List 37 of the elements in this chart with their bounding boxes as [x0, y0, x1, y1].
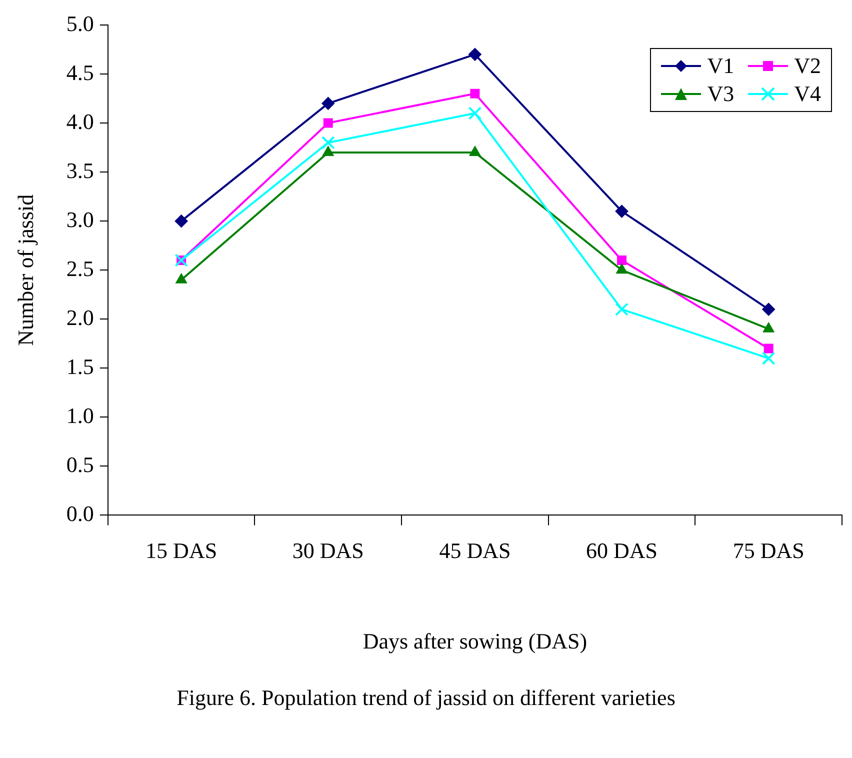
x-tick-label: 15 DAS — [146, 538, 218, 564]
caption: Figure 6. Population trend of jassid on different varieties — [176, 685, 676, 711]
point — [764, 344, 774, 354]
point — [762, 302, 776, 316]
point — [468, 48, 482, 61]
legend-label: V1 — [707, 53, 734, 79]
legend-label: V4 — [794, 81, 821, 107]
y-tick-label: 1.0 — [66, 402, 94, 428]
point — [617, 256, 627, 266]
y-axis-title: Number of jassid — [12, 194, 38, 346]
y-tick-label: 0.0 — [66, 500, 94, 526]
y-tick-label: 5.0 — [66, 10, 94, 36]
x-tick-label: 45 DAS — [439, 538, 511, 564]
x-tick-label: 60 DAS — [586, 538, 658, 564]
x-axis-title: Days after sowing (DAS) — [362, 628, 588, 654]
point — [615, 302, 628, 316]
y-tick-label: 1.5 — [66, 354, 94, 379]
point — [616, 264, 628, 274]
x-tick-label: 75 DAS — [732, 538, 804, 564]
point — [174, 214, 188, 228]
y-tick-label: 3.0 — [66, 206, 94, 232]
point — [470, 88, 480, 98]
y-tick-label: 2.5 — [66, 256, 94, 281]
point — [321, 136, 335, 150]
point — [323, 118, 333, 128]
point — [615, 204, 628, 218]
y-tick-label: 4.0 — [66, 108, 94, 134]
point — [762, 352, 776, 365]
y-tick-label: 3.5 — [66, 158, 94, 183]
legend-label: V2 — [794, 53, 821, 79]
y-tick-label: 0.5 — [66, 452, 94, 477]
point — [322, 96, 335, 110]
legend-label: V3 — [707, 81, 734, 107]
point — [468, 106, 482, 120]
y-tick-label: 4.5 — [66, 60, 94, 85]
x-tick-label: 30 DAS — [292, 538, 364, 564]
y-tick-label: 2.0 — [66, 304, 94, 330]
